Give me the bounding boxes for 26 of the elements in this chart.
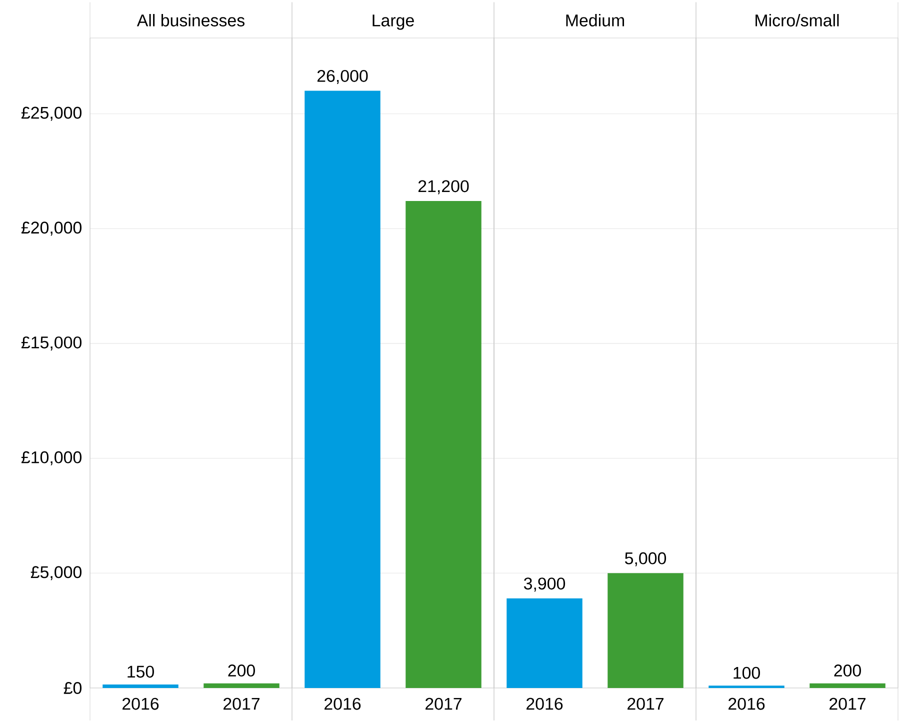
data-label: 200	[228, 664, 255, 677]
data-label: 5,000	[624, 552, 666, 566]
x-tick-label: 2017	[628, 698, 664, 710]
chart-title: All businesses	[136, 14, 244, 26]
x-tick-label: 2017	[224, 698, 260, 710]
data-label: 26,000	[317, 70, 368, 84]
x-tick-label: 2016	[122, 698, 159, 710]
chart-title: Medium	[566, 14, 624, 26]
y-tick-label: £0	[64, 682, 82, 694]
x-tick-label: 2016	[728, 698, 765, 710]
x-tick-label: 2017	[426, 698, 462, 710]
y-tick-label: £5,000	[30, 566, 82, 580]
chart-title: Large	[372, 14, 414, 30]
data-label: 150	[128, 666, 154, 678]
data-label: 3,900	[524, 578, 566, 592]
x-tick-label: 2016	[324, 698, 361, 710]
data-label: 200	[834, 664, 861, 677]
data-label: 21,200	[418, 180, 469, 194]
y-tick-label: £25,000	[21, 106, 82, 121]
chart-title: Micro/small	[756, 14, 839, 26]
x-tick-label: 2017	[830, 698, 866, 710]
y-tick-label: £15,000	[21, 336, 82, 350]
y-tick-label: £10,000	[21, 451, 82, 466]
data-label: 100	[734, 666, 760, 679]
y-tick-label: £20,000	[21, 222, 82, 236]
x-tick-label: 2016	[526, 698, 563, 710]
